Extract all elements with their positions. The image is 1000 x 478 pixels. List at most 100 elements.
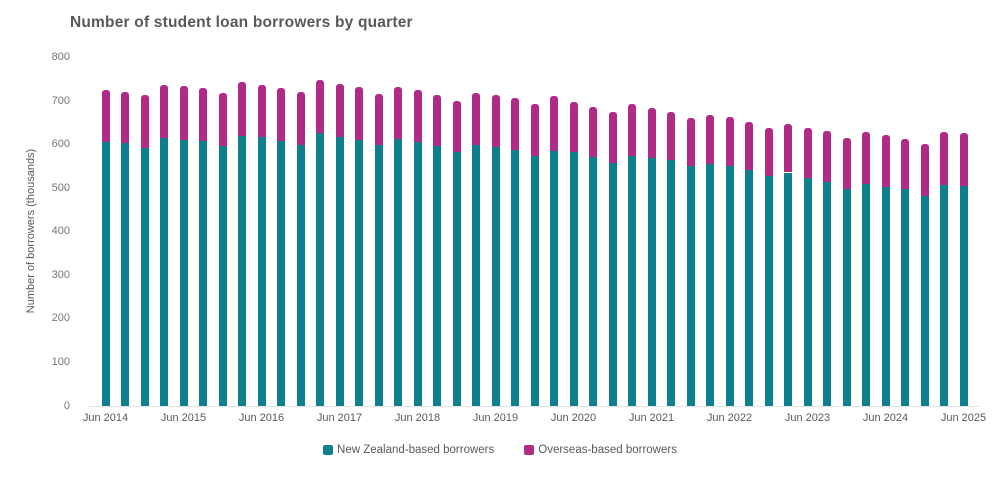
bar-segment-overseas-based xyxy=(199,88,207,141)
x-tick-label: Jun 2021 xyxy=(628,412,675,424)
bar-segment-nz-based xyxy=(647,157,656,406)
bar-segment-nz-based xyxy=(901,189,909,406)
bar-segment-nz-based xyxy=(959,185,968,406)
bar-segment-nz-based xyxy=(335,137,344,406)
bar-segment-overseas-based xyxy=(647,107,656,158)
y-tick-label: 300 xyxy=(51,268,70,281)
x-tick-label: Jun 2022 xyxy=(706,412,753,424)
bar-segment-overseas-based xyxy=(784,124,792,173)
bar-segment-overseas-based xyxy=(862,132,870,184)
bar-segment-nz-based xyxy=(257,136,266,406)
bar-segment-nz-based xyxy=(316,133,324,406)
bar-segment-nz-based xyxy=(472,145,480,406)
bar-segment-overseas-based xyxy=(920,144,929,197)
y-tick-label: 0 xyxy=(63,399,70,412)
bar-segment-overseas-based xyxy=(530,103,539,156)
bar-segment-nz-based xyxy=(452,151,461,406)
bar-segment-overseas-based xyxy=(140,95,149,148)
x-tick-label: Jun 2023 xyxy=(784,412,831,424)
bar-segment-overseas-based xyxy=(608,111,617,164)
bar-segment-overseas-based xyxy=(842,138,851,190)
bar-segment-overseas-based xyxy=(101,89,110,142)
bar-segment-nz-based xyxy=(686,165,695,406)
bar-segment-nz-based xyxy=(160,137,168,406)
bar-segment-overseas-based xyxy=(589,107,597,158)
bar-segment-overseas-based xyxy=(355,87,363,140)
bar-segment-overseas-based xyxy=(218,93,227,147)
bar-segment-overseas-based xyxy=(472,92,480,146)
bar-segment-overseas-based xyxy=(277,87,285,141)
x-tick-label: Jun 2024 xyxy=(862,412,909,424)
bar-segment-nz-based xyxy=(940,185,948,406)
bar-segment-overseas-based xyxy=(316,80,324,134)
bar-segment-overseas-based xyxy=(686,117,695,166)
y-tick-label: 500 xyxy=(51,181,70,194)
bar-segment-overseas-based xyxy=(433,94,441,147)
bar-segment-nz-based xyxy=(121,143,129,406)
chart-title: Number of student loan borrowers by quar… xyxy=(70,14,413,31)
legend-item-nz-based: New Zealand-based borrowers xyxy=(323,444,494,456)
bar-segment-nz-based xyxy=(862,183,870,406)
y-tick-label: 800 xyxy=(51,51,70,63)
bar-segment-nz-based xyxy=(238,135,246,406)
bar-segment-overseas-based xyxy=(452,100,461,152)
bar-segment-nz-based xyxy=(608,163,617,406)
bar-segment-nz-based xyxy=(413,141,422,406)
bar-segment-nz-based xyxy=(589,157,597,406)
bar-segment-nz-based xyxy=(491,147,500,406)
bar-segment-overseas-based xyxy=(940,131,948,186)
bar-segment-overseas-based xyxy=(569,102,578,153)
legend-label-overseas-based: Overseas-based borrowers xyxy=(538,444,677,456)
bar-segment-overseas-based xyxy=(160,84,168,138)
x-tick-label: Jun 2018 xyxy=(394,412,441,424)
bar-segment-nz-based xyxy=(101,142,110,406)
bar-segment-overseas-based xyxy=(413,89,422,142)
bar-segment-nz-based xyxy=(277,140,285,406)
bar-segment-nz-based xyxy=(764,175,773,406)
bar-segment-overseas-based xyxy=(959,133,968,186)
bar-segment-overseas-based xyxy=(257,84,266,137)
y-tick-label: 400 xyxy=(51,225,70,238)
x-tick-label: Jun 2019 xyxy=(472,412,519,424)
legend-item-overseas-based: Overseas-based borrowers xyxy=(524,444,677,456)
x-tick-label: Jun 2015 xyxy=(160,412,207,424)
bar-segment-nz-based xyxy=(179,139,188,406)
bar-segment-overseas-based xyxy=(335,83,344,138)
bar-segment-overseas-based xyxy=(706,114,714,165)
bar-segment-overseas-based xyxy=(823,130,831,182)
x-tick-label: Jun 2014 xyxy=(82,412,129,424)
y-tick-label: 200 xyxy=(51,312,70,325)
bar-segment-nz-based xyxy=(374,145,383,406)
bar-segment-nz-based xyxy=(511,149,519,406)
bar-segment-overseas-based xyxy=(725,117,734,167)
bar-segment-nz-based xyxy=(823,181,831,406)
x-axis-baseline xyxy=(88,406,980,407)
bar-segment-overseas-based xyxy=(550,96,558,151)
bar-segment-nz-based xyxy=(842,189,851,406)
bar-segment-overseas-based xyxy=(238,81,246,136)
bar-segment-nz-based xyxy=(803,178,812,406)
bar-segment-overseas-based xyxy=(628,103,636,156)
bar-segment-overseas-based xyxy=(764,128,773,176)
bar-segment-nz-based xyxy=(394,139,402,406)
bar-segment-overseas-based xyxy=(121,91,129,144)
bar-segment-overseas-based xyxy=(881,135,890,187)
bar-segment-overseas-based xyxy=(803,128,812,179)
y-tick-label: 100 xyxy=(51,355,70,368)
legend: New Zealand-based borrowers Overseas-bas… xyxy=(0,444,1000,456)
bar-segment-overseas-based xyxy=(667,111,675,160)
bar-segment-nz-based xyxy=(745,169,753,406)
legend-swatch-nz-icon xyxy=(323,445,334,455)
bar-segment-overseas-based xyxy=(179,86,188,140)
bar-segment-nz-based xyxy=(784,172,792,406)
bar-segment-overseas-based xyxy=(901,139,909,190)
bar-segment-overseas-based xyxy=(374,93,383,146)
bar-segment-nz-based xyxy=(296,145,305,406)
bar-segment-nz-based xyxy=(628,155,636,406)
bar-segment-overseas-based xyxy=(511,98,519,150)
x-tick-label: Jun 2017 xyxy=(316,412,363,424)
bar-segment-overseas-based xyxy=(296,91,305,146)
bar-segment-nz-based xyxy=(530,155,539,406)
y-tick-label: 700 xyxy=(51,94,70,107)
bar-segment-overseas-based xyxy=(745,121,753,170)
